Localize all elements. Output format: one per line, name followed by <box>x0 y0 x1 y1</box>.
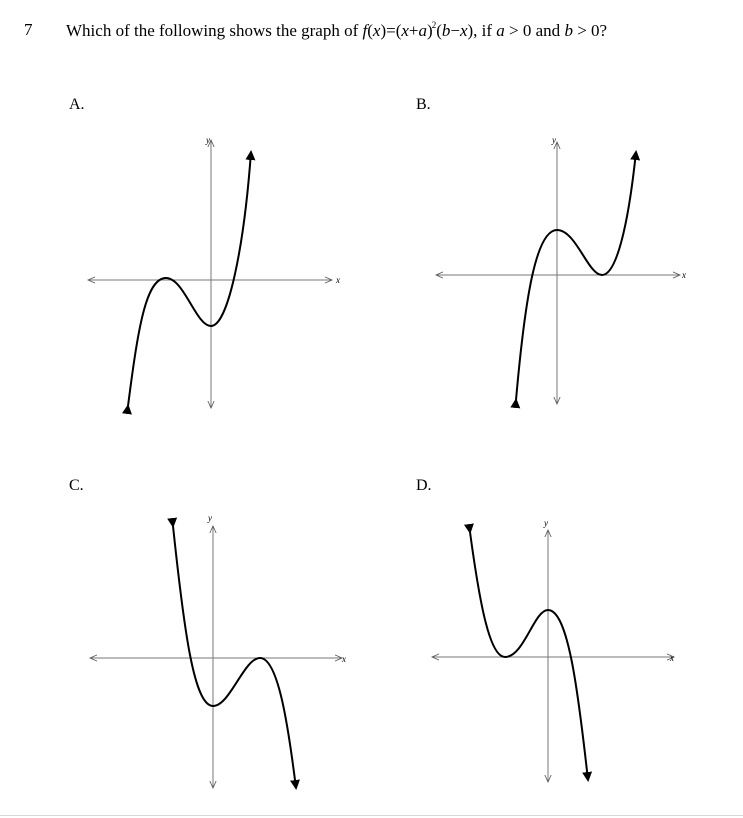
condition-and: and <box>535 21 561 40</box>
option-b-graph[interactable]: x y <box>428 128 698 418</box>
option-d-label[interactable]: D. <box>416 477 432 494</box>
option-d-graph[interactable]: x y <box>428 510 698 800</box>
x-axis-label: x <box>669 653 674 663</box>
option-b-label[interactable]: B. <box>416 96 431 113</box>
y-axis-label: y <box>207 513 212 523</box>
x-axis-label: x <box>335 275 340 285</box>
x-axis-label: x <box>341 654 346 664</box>
condition-zero-1: 0 <box>522 21 532 40</box>
exponent: 2 <box>431 20 437 30</box>
y-axis-label: y <box>551 135 556 145</box>
curve <box>463 523 593 782</box>
condition-zero-2: 0 <box>591 21 600 40</box>
condition-b: b <box>564 21 573 40</box>
question-prefix: Which of the following shows the graph o… <box>66 21 359 40</box>
question-text: Which of the following shows the graph o… <box>66 20 608 40</box>
option-a-graph[interactable]: x y <box>80 128 350 418</box>
function-variable: x <box>372 21 381 40</box>
curve <box>122 150 256 415</box>
option-c-label[interactable]: C. <box>69 477 84 494</box>
curve <box>167 517 300 790</box>
term-x-2: x <box>459 21 468 40</box>
term-b: b <box>441 21 451 40</box>
option-a-label[interactable]: A. <box>69 96 85 113</box>
y-axis-label: y <box>543 518 548 528</box>
function-name: f <box>362 21 368 40</box>
condition-a: a <box>496 21 505 40</box>
question-number: 7 <box>24 20 33 39</box>
curve <box>510 150 641 409</box>
x-axis-label: x <box>681 270 686 280</box>
term-a: a <box>418 21 428 40</box>
page-divider <box>0 815 743 816</box>
term-x: x <box>401 21 409 40</box>
y-axis-label: y <box>205 135 210 145</box>
option-c-graph[interactable]: x y <box>80 510 350 800</box>
